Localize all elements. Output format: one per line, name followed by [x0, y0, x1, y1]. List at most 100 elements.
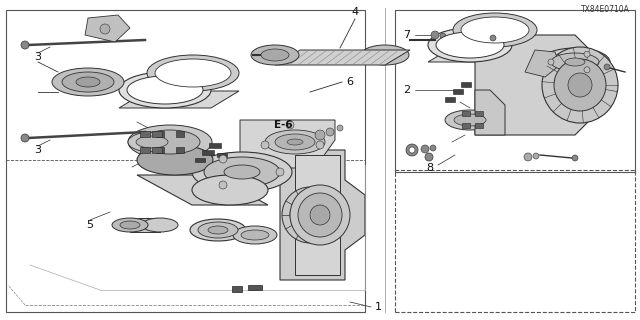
Ellipse shape: [361, 45, 409, 65]
Ellipse shape: [128, 125, 212, 159]
Text: 3: 3: [35, 52, 42, 62]
Ellipse shape: [282, 187, 338, 243]
Circle shape: [21, 41, 29, 49]
Circle shape: [276, 168, 284, 176]
Bar: [445, 97, 455, 102]
Polygon shape: [428, 47, 537, 62]
Circle shape: [100, 24, 110, 34]
Circle shape: [219, 155, 227, 163]
Ellipse shape: [461, 17, 529, 43]
Bar: [6, 10, 365, 312]
Ellipse shape: [261, 49, 289, 61]
Text: 3: 3: [35, 145, 42, 155]
Circle shape: [409, 147, 415, 153]
Ellipse shape: [453, 13, 537, 47]
Ellipse shape: [147, 55, 239, 91]
Ellipse shape: [290, 185, 350, 245]
Circle shape: [337, 125, 343, 131]
Polygon shape: [137, 175, 268, 205]
Polygon shape: [275, 50, 410, 65]
Ellipse shape: [190, 219, 246, 241]
Ellipse shape: [52, 68, 124, 96]
Ellipse shape: [300, 205, 320, 225]
Bar: [475, 123, 483, 128]
Circle shape: [316, 141, 324, 149]
Text: 4: 4: [351, 7, 358, 17]
Bar: [461, 82, 471, 87]
Polygon shape: [525, 50, 560, 77]
Ellipse shape: [208, 226, 228, 234]
Bar: [453, 89, 463, 94]
Circle shape: [490, 35, 496, 41]
Polygon shape: [475, 90, 505, 135]
Circle shape: [584, 67, 590, 73]
Ellipse shape: [155, 59, 231, 87]
Bar: [156, 131, 164, 137]
Ellipse shape: [128, 132, 176, 152]
Ellipse shape: [454, 114, 486, 126]
Ellipse shape: [62, 72, 114, 92]
Ellipse shape: [428, 28, 512, 62]
Ellipse shape: [76, 77, 100, 87]
Circle shape: [430, 145, 436, 151]
Polygon shape: [240, 120, 335, 168]
Circle shape: [286, 121, 294, 129]
Ellipse shape: [542, 47, 618, 123]
Ellipse shape: [287, 139, 303, 145]
Ellipse shape: [137, 145, 213, 175]
Ellipse shape: [241, 230, 269, 240]
Text: 1: 1: [374, 302, 381, 312]
Ellipse shape: [275, 134, 315, 150]
Ellipse shape: [224, 165, 260, 179]
Circle shape: [604, 64, 610, 70]
Circle shape: [524, 153, 532, 161]
Text: TX84E0710A: TX84E0710A: [581, 4, 630, 13]
Ellipse shape: [298, 193, 342, 237]
Ellipse shape: [290, 195, 330, 235]
Circle shape: [572, 155, 578, 161]
Ellipse shape: [436, 32, 504, 58]
Bar: [140, 131, 150, 137]
Circle shape: [548, 59, 554, 65]
Ellipse shape: [192, 152, 292, 192]
Ellipse shape: [112, 218, 148, 232]
Bar: [176, 131, 184, 137]
Polygon shape: [119, 91, 239, 108]
Bar: [140, 147, 150, 153]
Ellipse shape: [265, 130, 325, 154]
Ellipse shape: [120, 221, 140, 229]
Circle shape: [431, 31, 439, 39]
Ellipse shape: [142, 218, 178, 232]
Ellipse shape: [233, 226, 277, 244]
Polygon shape: [280, 150, 365, 280]
Text: 8: 8: [426, 163, 433, 173]
FancyBboxPatch shape: [217, 153, 227, 157]
Ellipse shape: [565, 58, 585, 66]
Circle shape: [21, 134, 29, 142]
Ellipse shape: [192, 175, 268, 205]
Circle shape: [584, 51, 590, 57]
Text: 6: 6: [346, 77, 353, 87]
Text: 5: 5: [86, 220, 93, 230]
Circle shape: [440, 33, 446, 39]
Polygon shape: [475, 35, 600, 135]
FancyBboxPatch shape: [209, 142, 221, 148]
Text: E-6: E-6: [274, 120, 292, 130]
Bar: [248, 285, 262, 290]
Ellipse shape: [198, 222, 238, 238]
Circle shape: [219, 181, 227, 189]
Circle shape: [533, 153, 539, 159]
Bar: [176, 147, 184, 153]
Bar: [462, 111, 470, 116]
Bar: [232, 286, 242, 292]
Bar: [475, 111, 483, 116]
Text: 2: 2: [403, 85, 411, 95]
Circle shape: [421, 145, 429, 153]
Bar: [152, 147, 162, 153]
Polygon shape: [85, 15, 130, 42]
Ellipse shape: [251, 45, 299, 65]
Circle shape: [261, 141, 269, 149]
Ellipse shape: [568, 73, 592, 97]
FancyBboxPatch shape: [195, 158, 205, 162]
Bar: [156, 147, 164, 153]
